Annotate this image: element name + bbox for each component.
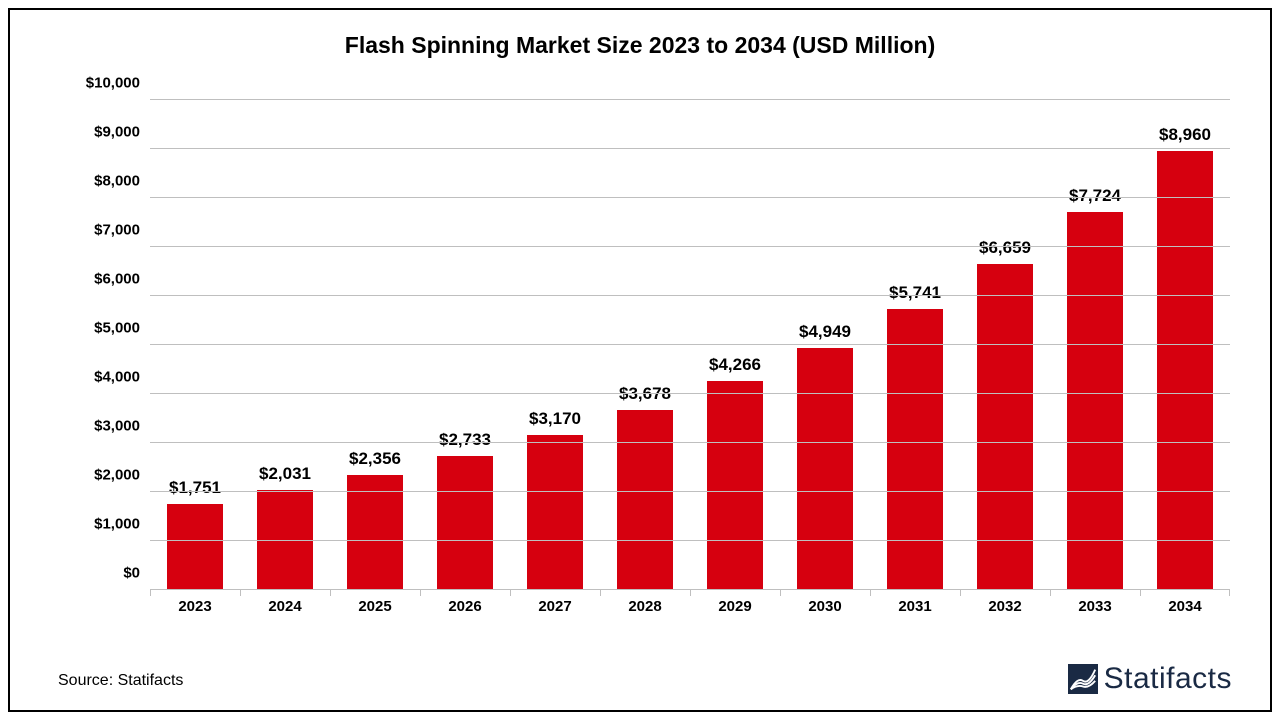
- gridline: [150, 246, 1230, 247]
- bar-slot: $3,1702027: [510, 100, 600, 590]
- x-tick-mark: [330, 590, 331, 596]
- statifacts-logo-icon: [1068, 664, 1098, 694]
- gridline: [150, 491, 1230, 492]
- bar-slot: $6,6592032: [960, 100, 1050, 590]
- y-tick-label: $9,000: [94, 124, 150, 141]
- x-tick-mark: [150, 590, 151, 596]
- bar: [977, 264, 1033, 590]
- gridline: [150, 295, 1230, 296]
- bar: [797, 348, 853, 591]
- x-tick-label: 2033: [1078, 598, 1111, 615]
- chart-plot-area: $1,7512023$2,0312024$2,3562025$2,7332026…: [150, 100, 1230, 590]
- gridline: [150, 344, 1230, 345]
- bar-value-label: $3,170: [529, 409, 581, 429]
- y-tick-label: $4,000: [94, 369, 150, 386]
- chart-title: Flash Spinning Market Size 2023 to 2034 …: [10, 32, 1270, 59]
- x-tick-label: 2023: [178, 598, 211, 615]
- bar-value-label: $2,733: [439, 430, 491, 450]
- bar-value-label: $4,266: [709, 355, 761, 375]
- bar: [167, 504, 223, 590]
- y-tick-label: $3,000: [94, 418, 150, 435]
- y-tick-label: $7,000: [94, 222, 150, 239]
- bar-value-label: $4,949: [799, 322, 851, 342]
- bar: [617, 410, 673, 590]
- bars-container: $1,7512023$2,0312024$2,3562025$2,7332026…: [150, 100, 1230, 590]
- bar: [887, 309, 943, 590]
- bar-slot: $2,3562025: [330, 100, 420, 590]
- y-tick-label: $0: [123, 565, 150, 582]
- gridline: [150, 148, 1230, 149]
- y-tick-label: $8,000: [94, 173, 150, 190]
- bar-value-label: $2,031: [259, 464, 311, 484]
- x-tick-mark: [1140, 590, 1141, 596]
- y-tick-label: $2,000: [94, 467, 150, 484]
- bar: [707, 381, 763, 590]
- x-tick-mark: [240, 590, 241, 596]
- x-tick-label: 2026: [448, 598, 481, 615]
- x-tick-mark: [600, 590, 601, 596]
- gridline: [150, 589, 1230, 590]
- bar-slot: $1,7512023: [150, 100, 240, 590]
- source-attribution: Source: Statifacts: [58, 672, 183, 690]
- x-tick-label: 2027: [538, 598, 571, 615]
- bar: [1157, 151, 1213, 590]
- x-tick-label: 2034: [1168, 598, 1201, 615]
- y-tick-label: $1,000: [94, 516, 150, 533]
- x-tick-label: 2028: [628, 598, 661, 615]
- chart-frame: Flash Spinning Market Size 2023 to 2034 …: [8, 8, 1272, 712]
- x-tick-mark: [1050, 590, 1051, 596]
- x-tick-mark: [960, 590, 961, 596]
- x-tick-label: 2029: [718, 598, 751, 615]
- bar-value-label: $7,724: [1069, 186, 1121, 206]
- y-tick-label: $6,000: [94, 271, 150, 288]
- x-tick-mark: [420, 590, 421, 596]
- bar-value-label: $1,751: [169, 478, 221, 498]
- y-tick-label: $10,000: [86, 75, 150, 92]
- x-tick-mark: [1229, 590, 1230, 596]
- y-tick-label: $5,000: [94, 320, 150, 337]
- brand-badge: Statifacts: [1068, 662, 1232, 696]
- x-tick-label: 2025: [358, 598, 391, 615]
- bar-value-label: $5,741: [889, 283, 941, 303]
- bar-value-label: $2,356: [349, 449, 401, 469]
- brand-name: Statifacts: [1104, 662, 1232, 696]
- gridline: [150, 99, 1230, 100]
- bar-slot: $3,6782028: [600, 100, 690, 590]
- bar-value-label: $8,960: [1159, 125, 1211, 145]
- x-tick-mark: [780, 590, 781, 596]
- gridline: [150, 197, 1230, 198]
- bar-slot: $2,7332026: [420, 100, 510, 590]
- x-tick-label: 2030: [808, 598, 841, 615]
- bar-slot: $7,7242033: [1050, 100, 1140, 590]
- x-tick-mark: [690, 590, 691, 596]
- x-tick-mark: [510, 590, 511, 596]
- x-tick-label: 2024: [268, 598, 301, 615]
- x-tick-label: 2032: [988, 598, 1021, 615]
- x-tick-label: 2031: [898, 598, 931, 615]
- bar: [437, 456, 493, 590]
- bar-value-label: $6,659: [979, 238, 1031, 258]
- bar-slot: $5,7412031: [870, 100, 960, 590]
- x-tick-mark: [870, 590, 871, 596]
- gridline: [150, 442, 1230, 443]
- bar-slot: $4,2662029: [690, 100, 780, 590]
- bar-slot: $2,0312024: [240, 100, 330, 590]
- gridline: [150, 393, 1230, 394]
- bar: [527, 435, 583, 590]
- bar-slot: $8,9602034: [1140, 100, 1230, 590]
- gridline: [150, 540, 1230, 541]
- bar-slot: $4,9492030: [780, 100, 870, 590]
- bar: [1067, 212, 1123, 590]
